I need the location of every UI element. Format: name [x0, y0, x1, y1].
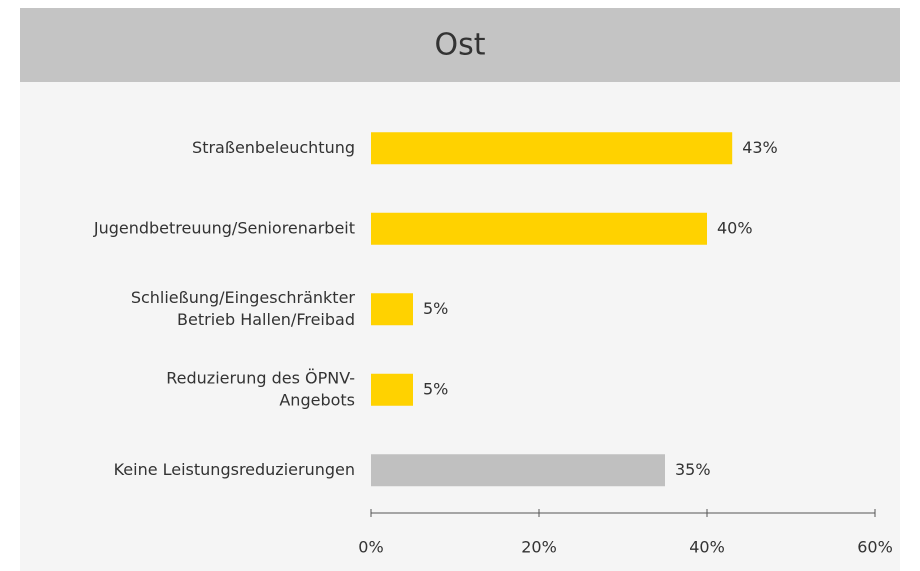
- y-tick-label: Jugendbetreuung/Seniorenarbeit: [93, 218, 355, 237]
- chart-title: Ost: [434, 28, 485, 63]
- x-tick-label: 40%: [689, 538, 725, 557]
- bar: [371, 293, 413, 326]
- bar: [371, 454, 665, 487]
- x-tick-label: 60%: [857, 538, 893, 557]
- bar: [371, 212, 707, 245]
- bar: [371, 373, 413, 406]
- x-tick-label: 0%: [358, 538, 383, 557]
- x-tick-label: 20%: [521, 538, 557, 557]
- y-tick-label: Keine Leistungsreduzierungen: [114, 460, 355, 479]
- value-label: 43%: [742, 138, 778, 157]
- y-tick-label: Angebots: [279, 390, 355, 409]
- bar: [371, 132, 733, 165]
- value-label: 40%: [717, 218, 753, 237]
- y-tick-label: Schließung/Eingeschränkter: [131, 288, 356, 307]
- value-label: 5%: [423, 299, 448, 318]
- y-tick-label: Straßenbeleuchtung: [192, 138, 355, 157]
- title-band: [20, 8, 900, 82]
- value-label: 35%: [675, 460, 711, 479]
- y-tick-label: Betrieb Hallen/Freibad: [177, 310, 355, 329]
- y-tick-label: Reduzierung des ÖPNV-: [166, 368, 355, 387]
- value-label: 5%: [423, 379, 448, 398]
